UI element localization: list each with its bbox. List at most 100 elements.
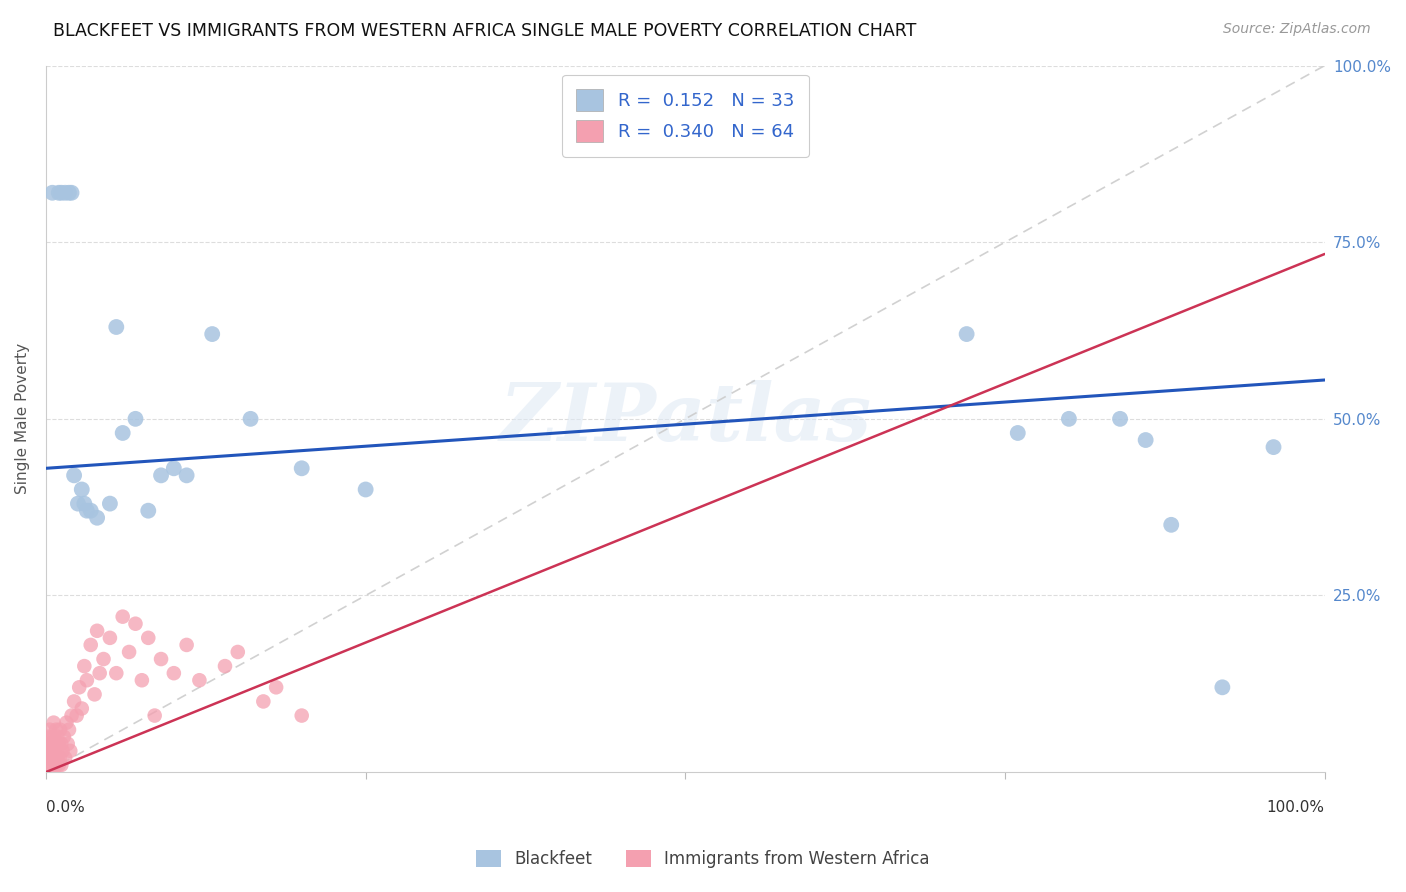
Text: ZIPatlas: ZIPatlas [499, 380, 872, 458]
Point [86, 510, 108, 524]
Point [80, 504, 103, 518]
Legend: R =  0.152   N = 33, R =  0.340   N = 64: R = 0.152 N = 33, R = 0.340 N = 64 [562, 75, 808, 157]
Point [98, 631, 121, 645]
Point [291, 708, 314, 723]
Point [214, 659, 236, 673]
Point [1057, 412, 1080, 426]
Point [52, 744, 75, 758]
Point [48, 758, 70, 772]
Point [41, 186, 63, 200]
Point [136, 631, 159, 645]
Point [176, 468, 198, 483]
Point [1263, 440, 1285, 454]
Point [118, 645, 141, 659]
Point [80, 638, 103, 652]
Point [49, 723, 72, 737]
Point [111, 425, 134, 440]
Point [42, 715, 65, 730]
Point [86, 624, 108, 638]
Point [136, 504, 159, 518]
Point [53, 186, 76, 200]
Point [73, 659, 96, 673]
Point [41, 730, 63, 744]
Point [48, 737, 70, 751]
Point [1109, 412, 1132, 426]
Point [1160, 517, 1182, 532]
Point [51, 737, 73, 751]
Point [38, 744, 60, 758]
Point [111, 609, 134, 624]
Point [60, 186, 83, 200]
Text: Source: ZipAtlas.com: Source: ZipAtlas.com [1223, 22, 1371, 37]
Point [239, 412, 262, 426]
Point [44, 751, 66, 765]
Point [49, 751, 72, 765]
Point [176, 638, 198, 652]
Point [66, 497, 89, 511]
Legend: Blackfeet, Immigrants from Western Africa: Blackfeet, Immigrants from Western Afric… [470, 843, 936, 875]
Point [89, 666, 111, 681]
Point [38, 723, 60, 737]
Point [264, 681, 287, 695]
Point [45, 723, 67, 737]
Point [46, 751, 69, 765]
Point [131, 673, 153, 688]
Point [55, 715, 77, 730]
Point [252, 694, 274, 708]
Text: 100.0%: 100.0% [1267, 800, 1324, 815]
Point [63, 468, 86, 483]
Point [291, 461, 314, 475]
Point [93, 652, 115, 666]
Point [124, 616, 146, 631]
Point [83, 687, 105, 701]
Point [70, 483, 93, 497]
Point [39, 758, 62, 772]
Point [150, 652, 173, 666]
Point [60, 708, 83, 723]
Point [58, 186, 80, 200]
Point [51, 186, 73, 200]
Point [53, 751, 76, 765]
Point [163, 666, 186, 681]
Point [76, 673, 98, 688]
Point [59, 744, 82, 758]
Point [70, 701, 93, 715]
Point [354, 483, 377, 497]
Point [38, 737, 60, 751]
Point [76, 504, 98, 518]
Point [143, 708, 166, 723]
Point [163, 461, 186, 475]
Point [67, 681, 90, 695]
Point [56, 737, 79, 751]
Point [42, 758, 65, 772]
Point [37, 737, 59, 751]
Point [38, 758, 60, 772]
Point [45, 744, 67, 758]
Point [37, 751, 59, 765]
Point [201, 327, 224, 342]
Point [1007, 425, 1029, 440]
Point [51, 758, 73, 772]
Point [39, 744, 62, 758]
Point [105, 320, 128, 334]
Point [46, 730, 69, 744]
Point [226, 645, 249, 659]
Point [105, 666, 128, 681]
Point [42, 744, 65, 758]
Point [124, 412, 146, 426]
Point [58, 723, 80, 737]
Point [150, 468, 173, 483]
Text: BLACKFEET VS IMMIGRANTS FROM WESTERN AFRICA SINGLE MALE POVERTY CORRELATION CHAR: BLACKFEET VS IMMIGRANTS FROM WESTERN AFR… [53, 22, 917, 40]
Point [38, 751, 60, 765]
Point [73, 497, 96, 511]
Point [1135, 433, 1157, 447]
Point [48, 186, 70, 200]
Point [44, 737, 66, 751]
Point [45, 758, 67, 772]
Point [1211, 681, 1233, 695]
Point [66, 708, 89, 723]
Text: 0.0%: 0.0% [46, 800, 84, 815]
Point [38, 730, 60, 744]
Point [188, 673, 211, 688]
Point [52, 730, 75, 744]
